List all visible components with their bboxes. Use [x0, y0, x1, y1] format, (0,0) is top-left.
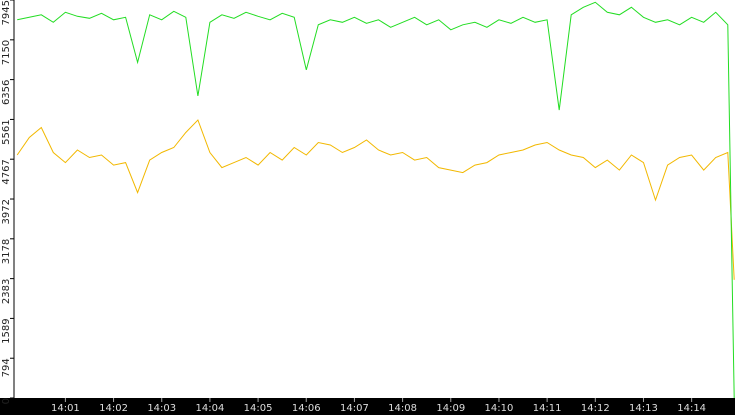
y-tick-label: 5561 — [1, 119, 12, 144]
y-tick-label: 4767 — [1, 159, 12, 184]
x-tick-label: 14:10 — [485, 403, 514, 414]
series-line — [17, 1, 735, 399]
y-tick-label: 2383 — [1, 279, 12, 304]
y-tick-label: 794 — [1, 358, 12, 377]
x-tick-label: 14:01 — [51, 403, 80, 414]
y-tick-label: 6356 — [1, 80, 12, 105]
y-tick-label: 7945 — [1, 0, 12, 25]
x-tick-label: 14:14 — [677, 403, 706, 414]
x-tick-label: 14:03 — [147, 403, 176, 414]
x-tick-label: 14:08 — [388, 403, 417, 414]
y-tick-label: 1589 — [1, 318, 12, 343]
x-tick-label: 14:09 — [436, 403, 465, 414]
y-tick-label: 7150 — [1, 40, 12, 65]
y-tick-label: 0 — [1, 398, 12, 404]
x-tick-label: 14:06 — [292, 403, 321, 414]
y-tick-label: 3972 — [1, 199, 12, 224]
x-tick-label: 14:12 — [581, 403, 610, 414]
x-tick-label: 14:11 — [533, 403, 562, 414]
x-axis-band — [0, 398, 735, 415]
series-line — [16, 119, 735, 280]
x-tick-label: 14:02 — [99, 403, 128, 414]
x-tick-label: 14:07 — [340, 403, 369, 414]
y-tick-label: 3178 — [1, 239, 12, 264]
x-tick-label: 14:13 — [629, 403, 658, 414]
x-tick-label: 14:04 — [195, 403, 224, 414]
x-tick-label: 14:05 — [244, 403, 273, 414]
